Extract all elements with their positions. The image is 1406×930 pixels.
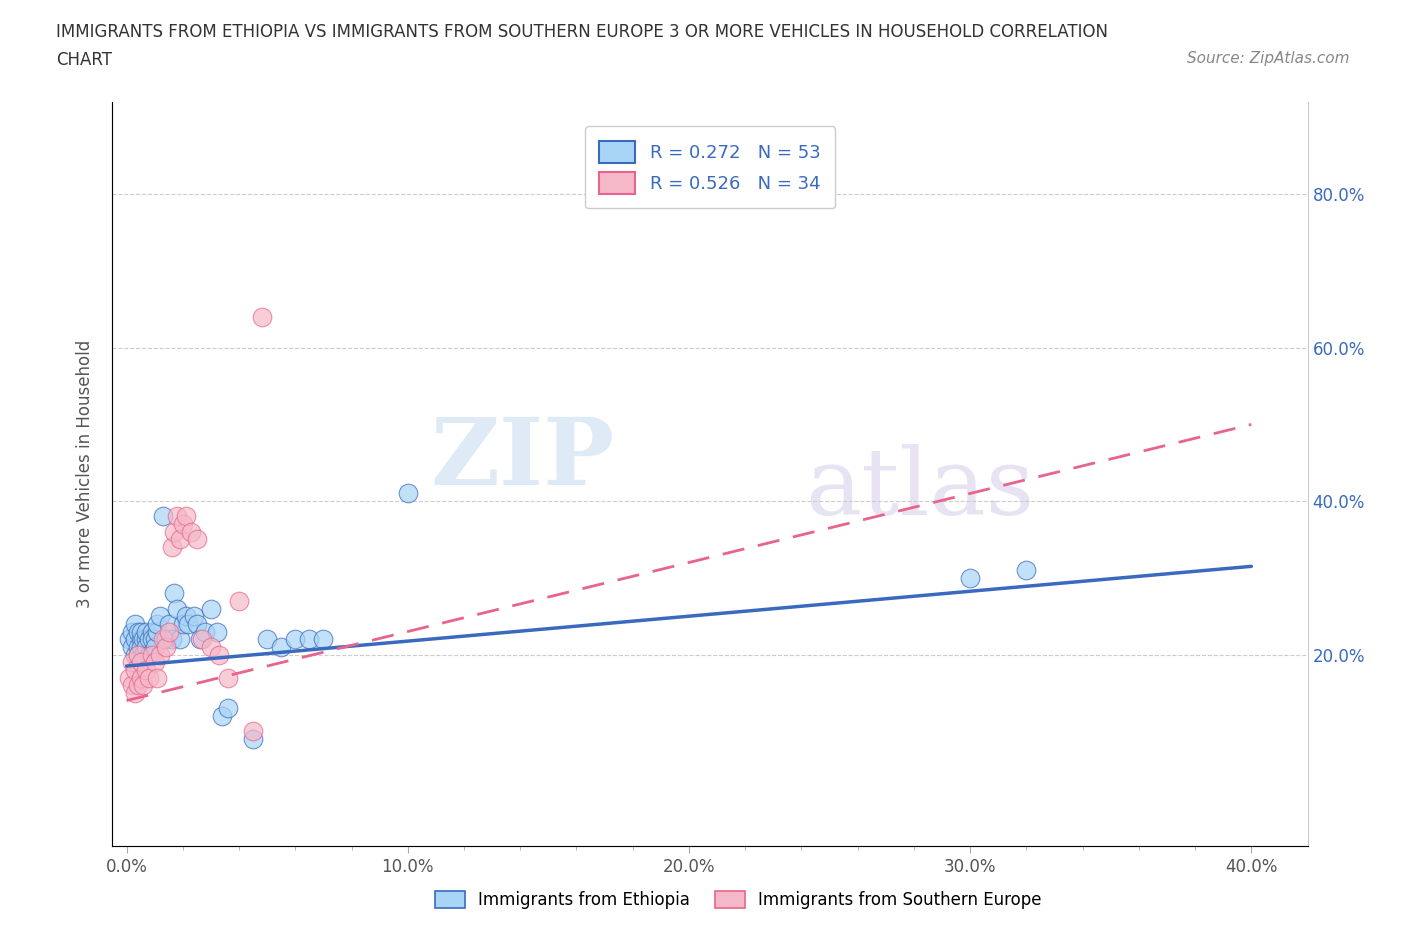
Point xyxy=(124,662,146,677)
Point xyxy=(191,631,214,646)
Legend: R = 0.272   N = 53, R = 0.526   N = 34: R = 0.272 N = 53, R = 0.526 N = 34 xyxy=(585,126,835,208)
Point xyxy=(174,509,197,524)
Point xyxy=(124,617,146,631)
Point xyxy=(127,624,149,639)
Point xyxy=(155,640,177,655)
Text: CHART: CHART xyxy=(56,51,112,69)
Point xyxy=(127,678,149,693)
Point xyxy=(228,593,250,608)
Point xyxy=(127,647,149,662)
Point xyxy=(127,647,149,662)
Y-axis label: 3 or more Vehicles in Household: 3 or more Vehicles in Household xyxy=(76,340,94,608)
Point xyxy=(160,631,183,646)
Point xyxy=(284,631,307,646)
Point xyxy=(172,617,194,631)
Point xyxy=(200,601,222,616)
Point xyxy=(124,685,146,700)
Point xyxy=(200,640,222,655)
Point xyxy=(166,509,188,524)
Point xyxy=(129,631,152,646)
Point xyxy=(169,631,191,646)
Point xyxy=(163,586,186,601)
Point xyxy=(141,647,163,662)
Point xyxy=(157,624,180,639)
Point xyxy=(205,624,228,639)
Point xyxy=(250,310,273,325)
Point xyxy=(141,624,163,639)
Point xyxy=(186,617,208,631)
Point xyxy=(194,624,217,639)
Point xyxy=(217,701,239,716)
Point xyxy=(157,617,180,631)
Point xyxy=(172,517,194,532)
Point xyxy=(132,631,155,646)
Point xyxy=(312,631,335,646)
Point xyxy=(188,631,211,646)
Point xyxy=(242,724,264,738)
Point xyxy=(270,640,292,655)
Point xyxy=(256,631,278,646)
Point xyxy=(166,601,188,616)
Point xyxy=(959,570,981,585)
Point xyxy=(143,631,166,646)
Point xyxy=(160,539,183,554)
Legend: Immigrants from Ethiopia, Immigrants from Southern Europe: Immigrants from Ethiopia, Immigrants fro… xyxy=(434,891,1042,909)
Point xyxy=(132,647,155,662)
Point xyxy=(135,631,157,646)
Point xyxy=(138,631,160,646)
Point xyxy=(121,678,143,693)
Point xyxy=(174,609,197,624)
Point xyxy=(155,631,177,646)
Text: atlas: atlas xyxy=(806,445,1035,534)
Point xyxy=(146,671,169,685)
Point xyxy=(1015,563,1038,578)
Point xyxy=(146,617,169,631)
Text: ZIP: ZIP xyxy=(430,415,614,504)
Point xyxy=(186,532,208,547)
Point xyxy=(183,609,205,624)
Point xyxy=(121,655,143,670)
Point xyxy=(163,525,186,539)
Point xyxy=(217,671,239,685)
Point xyxy=(146,624,169,639)
Point xyxy=(242,732,264,747)
Text: IMMIGRANTS FROM ETHIOPIA VS IMMIGRANTS FROM SOUTHERN EUROPE 3 OR MORE VEHICLES I: IMMIGRANTS FROM ETHIOPIA VS IMMIGRANTS F… xyxy=(56,23,1108,41)
Point xyxy=(138,647,160,662)
Point xyxy=(211,709,233,724)
Point xyxy=(138,671,160,685)
Point xyxy=(298,631,321,646)
Point xyxy=(135,662,157,677)
Point xyxy=(127,640,149,655)
Point xyxy=(129,671,152,685)
Point xyxy=(208,647,231,662)
Point xyxy=(135,640,157,655)
Point xyxy=(124,631,146,646)
Point xyxy=(396,486,419,501)
Point xyxy=(149,647,172,662)
Point xyxy=(152,631,174,646)
Point xyxy=(124,647,146,662)
Point xyxy=(129,624,152,639)
Point xyxy=(143,640,166,655)
Text: Source: ZipAtlas.com: Source: ZipAtlas.com xyxy=(1187,51,1350,66)
Point xyxy=(132,678,155,693)
Point xyxy=(121,640,143,655)
Point xyxy=(129,655,152,670)
Point xyxy=(118,631,141,646)
Point xyxy=(177,617,200,631)
Point xyxy=(118,671,141,685)
Point xyxy=(149,609,172,624)
Point xyxy=(180,525,202,539)
Point xyxy=(129,640,152,655)
Point xyxy=(141,631,163,646)
Point xyxy=(143,655,166,670)
Point xyxy=(152,509,174,524)
Point xyxy=(169,532,191,547)
Point xyxy=(135,624,157,639)
Point xyxy=(121,624,143,639)
